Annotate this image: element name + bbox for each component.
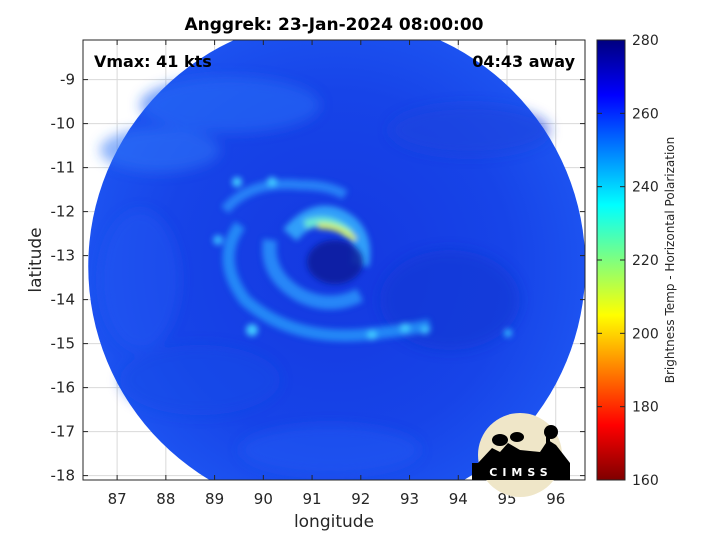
colorbar-tick-label: 160 bbox=[632, 473, 659, 489]
colorbar-label: Brightness Temp - Horizontal Polarizatio… bbox=[663, 137, 677, 384]
plot-frame bbox=[82, 39, 586, 481]
colorbar-tick-label: 180 bbox=[632, 400, 659, 416]
swath-texture bbox=[100, 77, 550, 475]
chart-title: Anggrek: 23-Jan-2024 08:00:00 bbox=[184, 15, 483, 35]
y-tick-label: -15 bbox=[51, 335, 76, 353]
x-tick-label: 90 bbox=[254, 490, 273, 508]
colorbar-tick-label: 220 bbox=[632, 253, 659, 269]
x-tick-label: 96 bbox=[546, 490, 565, 508]
x-tick-labels: 87 88 89 90 91 92 93 94 95 96 bbox=[108, 490, 566, 508]
colorbar-tick-label: 240 bbox=[632, 180, 659, 196]
x-tick-label: 94 bbox=[449, 490, 468, 508]
y-tick-labels: -9 -10 -11 -12 -13 -14 -15 -16 -17 -18 bbox=[51, 71, 76, 485]
y-tick-label: -9 bbox=[60, 71, 75, 89]
x-tick-label: 92 bbox=[351, 490, 370, 508]
y-tick-label: -12 bbox=[51, 203, 76, 221]
y-tick-label: -16 bbox=[51, 379, 76, 397]
time-away-annotation: 04:43 away bbox=[472, 52, 575, 71]
storm-eye bbox=[307, 240, 363, 284]
colorbar-tick-label: 200 bbox=[632, 326, 659, 342]
vmax-annotation: Vmax: 41 kts bbox=[94, 52, 212, 71]
colorbar-ticks: 280 260 240 220 200 180 160 bbox=[597, 33, 659, 489]
y-tick-label: -18 bbox=[51, 467, 76, 485]
x-tick-label: 88 bbox=[156, 490, 175, 508]
y-tick-label: -11 bbox=[51, 159, 76, 177]
cimss-logo-text: CIMSS bbox=[489, 466, 552, 479]
x-tick-label: 87 bbox=[108, 490, 127, 508]
x-tick-label: 89 bbox=[205, 490, 224, 508]
colorbar-tick-label: 260 bbox=[632, 106, 659, 122]
y-tick-label: -10 bbox=[51, 115, 76, 133]
rain-bands bbox=[213, 177, 512, 342]
colorbar-tick-label: 280 bbox=[632, 33, 659, 49]
y-tick-label: -17 bbox=[51, 423, 76, 441]
y-tick-label: -13 bbox=[51, 247, 76, 265]
x-axis-label: longitude bbox=[294, 512, 374, 532]
x-tick-label: 91 bbox=[303, 490, 322, 508]
cimss-logo: CIMSS bbox=[472, 413, 570, 497]
y-tick-label: -14 bbox=[51, 291, 76, 309]
x-tick-label: 93 bbox=[400, 490, 419, 508]
y-axis-label: latitude bbox=[26, 227, 46, 292]
swath-image bbox=[88, 40, 585, 480]
